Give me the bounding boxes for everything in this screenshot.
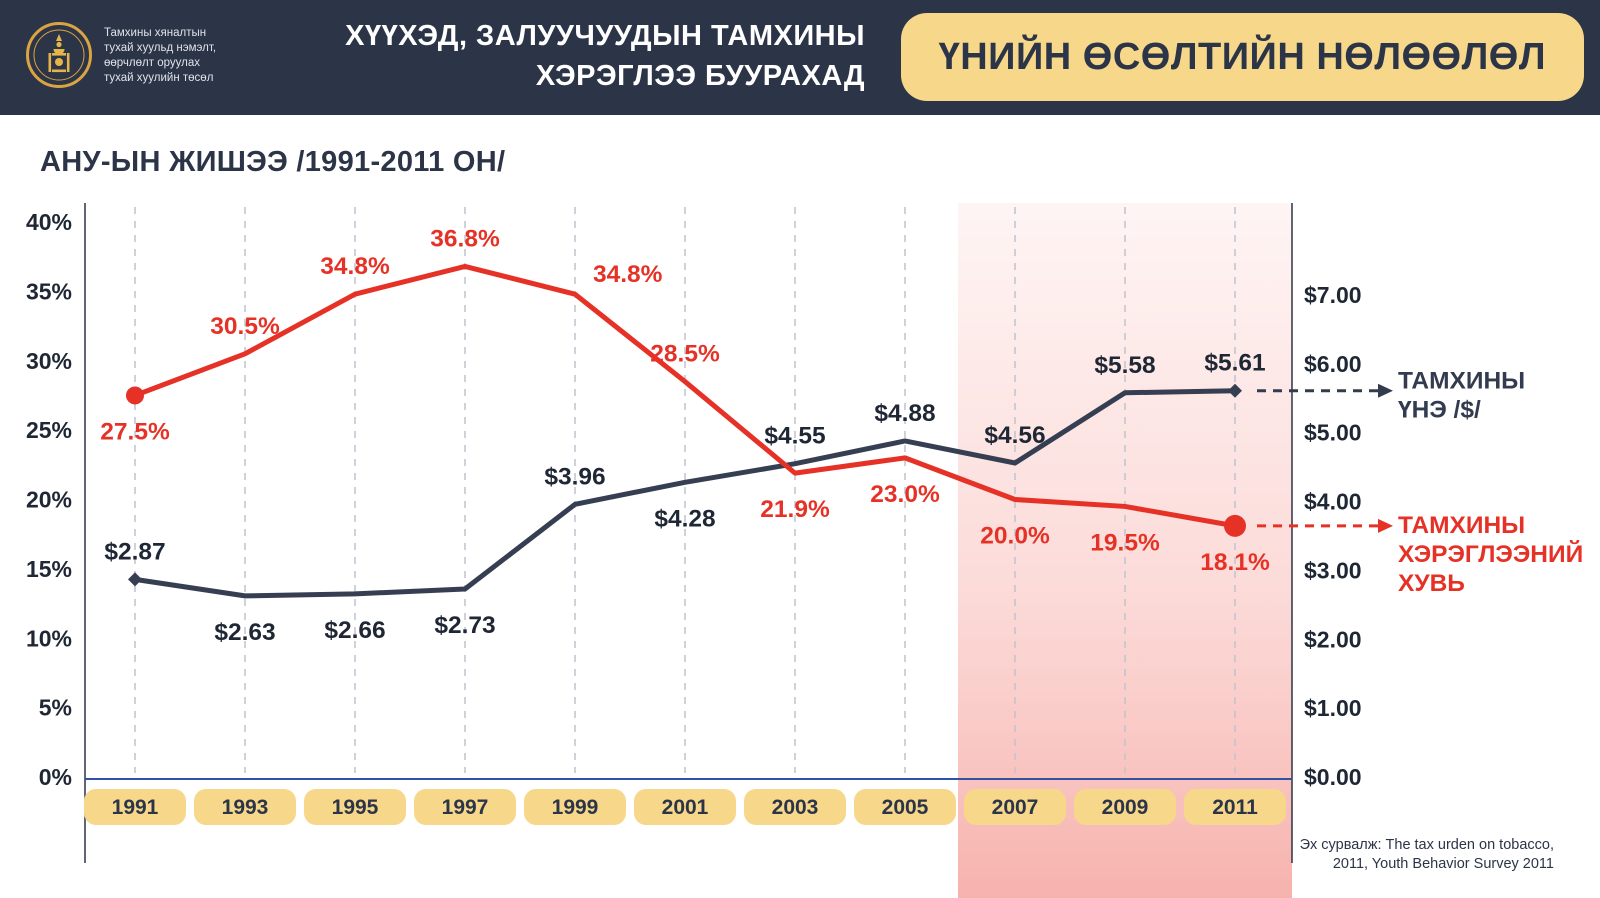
legend-arrowhead-icon (1378, 383, 1393, 398)
x-tick-pill-2003 (744, 789, 846, 825)
right-tick-$0.00: $0.00 (1304, 764, 1362, 790)
data-label-27.5%: 27.5% (100, 418, 170, 445)
data-label-34.8%: 34.8% (320, 253, 390, 280)
line-chart: 0% 5% 10% 15% 20% 25% 30% 35% 40% $0.00 $1.00 $2.00… (0, 115, 1600, 898)
x-tick-label-2007: 2007 (992, 796, 1039, 819)
data-label-$4.28: $4.28 (654, 505, 715, 532)
logo-caption-line: өөрчлөлт оруулах (104, 57, 200, 69)
right-tick-$2.00: $2.00 (1304, 626, 1362, 652)
data-label-30.5%: 30.5% (210, 313, 280, 340)
mongolia-emblem-logo (26, 22, 92, 88)
right-tick-$6.00: $6.00 (1304, 351, 1362, 377)
data-label-$5.61: $5.61 (1204, 350, 1265, 377)
header-badge: ҮНИЙН ӨСӨЛТИЙН НӨЛӨӨЛӨЛ (900, 13, 1584, 101)
source-line1: Эх сурвалж: The tax urden on tobacco, (1299, 837, 1554, 853)
legend-label-line: ТАМХИНЫ (1398, 512, 1525, 539)
chart-canvas: 0% 5% 10% 15% 20% 25% 30% 35% 40% $0.00 $1.00 $2.00… (26, 203, 1583, 898)
legend-label-line: ХЭРЭГЛЭЭНИЙ (1398, 540, 1583, 568)
marker-start-prevalence (126, 386, 144, 405)
data-label-34.8%: 34.8% (593, 261, 663, 288)
highlight-region-2007-2011 (958, 203, 1292, 898)
data-label-19.5%: 19.5% (1090, 529, 1160, 556)
left-tick-25%: 25% (26, 417, 72, 443)
logo-caption-line: Тамхины хяналтын (104, 27, 207, 39)
x-tick-label-2011: 2011 (1212, 796, 1258, 819)
x-tick-pill-1999 (524, 789, 626, 825)
data-label-$2.87: $2.87 (104, 538, 165, 565)
source-note: Эх сурвалж: The tax urden on tobacco, 20… (1300, 836, 1554, 874)
x-tick-pill-2007 (964, 789, 1066, 825)
right-tick-$3.00: $3.00 (1304, 557, 1362, 583)
series-line-price (132, 388, 1238, 599)
legend-label-line: ХУВЬ (1398, 570, 1465, 597)
x-tick-pill-1993 (194, 789, 296, 825)
x-tick-label-1997: 1997 (442, 796, 489, 819)
left-tick-5%: 5% (39, 695, 72, 721)
x-tick-pill-2005 (854, 789, 956, 825)
data-label-23.0%: 23.0% (870, 481, 940, 508)
x-tick-pill-1995 (304, 789, 406, 825)
right-tick-$7.00: $7.00 (1304, 282, 1362, 308)
source-line2: 2011, Youth Behavior Survey 2011 (1332, 856, 1554, 872)
x-tick-label-2003: 2003 (772, 796, 819, 819)
header-title-line2: ХЭРЭГЛЭЭ БУУРАХАД (535, 60, 865, 92)
header-bar: Тамхины хяналтын тухай хуульд нэмэлт, өө… (0, 0, 1600, 115)
header-title: ХҮҮХЭД, ЗАЛУУЧУУДЫН ТАМХИНЫ ХЭРЭГЛЭЭ БУУ… (345, 16, 865, 96)
data-label-$4.56: $4.56 (984, 422, 1045, 449)
x-tick-pill-2011 (1184, 789, 1286, 825)
right-tick-$5.00: $5.00 (1304, 420, 1362, 446)
data-label-18.1%: 18.1% (1200, 549, 1270, 576)
left-tick-20%: 20% (26, 487, 72, 513)
left-tick-30%: 30% (26, 348, 72, 374)
x-tick-label-1993: 1993 (222, 796, 269, 819)
data-label-$4.55: $4.55 (764, 423, 825, 450)
left-tick-10%: 10% (26, 625, 72, 651)
left-tick-40%: 40% (26, 209, 72, 235)
marker-start-price (128, 572, 142, 587)
legend-label-line: ҮНЭ /$/ (1398, 397, 1481, 424)
left-tick-35%: 35% (26, 278, 72, 304)
data-label-20.0%: 20.0% (980, 523, 1050, 550)
data-label-$2.66: $2.66 (324, 617, 385, 644)
right-tick-$4.00: $4.00 (1304, 489, 1362, 515)
x-tick-pill-2009 (1074, 789, 1176, 825)
data-label-$5.58: $5.58 (1094, 352, 1155, 379)
logo-caption-line: тухай хуулийн төсөл (104, 72, 214, 84)
x-tick-label-2005: 2005 (882, 796, 929, 819)
chart-title: АНУ-ЫН ЖИШЭЭ /1991-2011 ОН/ (40, 146, 506, 178)
legend-label-line: ТАМХИНЫ (1398, 368, 1525, 395)
x-tick-pill-1997 (414, 789, 516, 825)
x-tick-label-2001: 2001 (662, 796, 709, 819)
logo-caption-line: тухай хуульд нэмэлт, (104, 42, 217, 54)
header-title-line1: ХҮҮХЭД, ЗАЛУУЧУУДЫН ТАМХИНЫ (345, 20, 865, 52)
marker-end-prevalence (1224, 514, 1246, 537)
series-line-prevalence (132, 263, 1238, 529)
emblem-icon (26, 22, 92, 88)
data-label-$4.88: $4.88 (874, 400, 935, 427)
data-label-28.5%: 28.5% (650, 341, 720, 368)
x-tick-label-1999: 1999 (552, 796, 599, 819)
data-label-$2.73: $2.73 (434, 612, 495, 639)
data-label-21.9%: 21.9% (760, 496, 830, 523)
left-tick-0%: 0% (39, 764, 72, 790)
right-tick-$1.00: $1.00 (1304, 695, 1362, 721)
legend-arrowhead-icon (1378, 518, 1393, 533)
data-label-$2.63: $2.63 (214, 619, 275, 646)
logo-caption: Тамхины хяналтын тухай хуульд нэмэлт, өө… (104, 26, 216, 86)
x-tick-label-1995: 1995 (332, 796, 379, 819)
data-label-36.8%: 36.8% (430, 225, 500, 252)
data-label-$3.96: $3.96 (544, 463, 605, 490)
x-tick-label-1991: 1991 (112, 796, 159, 819)
left-tick-15%: 15% (26, 556, 72, 582)
marker-end-price (1228, 383, 1242, 398)
x-tick-pill-2001 (634, 789, 736, 825)
x-tick-pill-1991 (84, 789, 186, 825)
x-tick-label-2009: 2009 (1102, 796, 1149, 819)
